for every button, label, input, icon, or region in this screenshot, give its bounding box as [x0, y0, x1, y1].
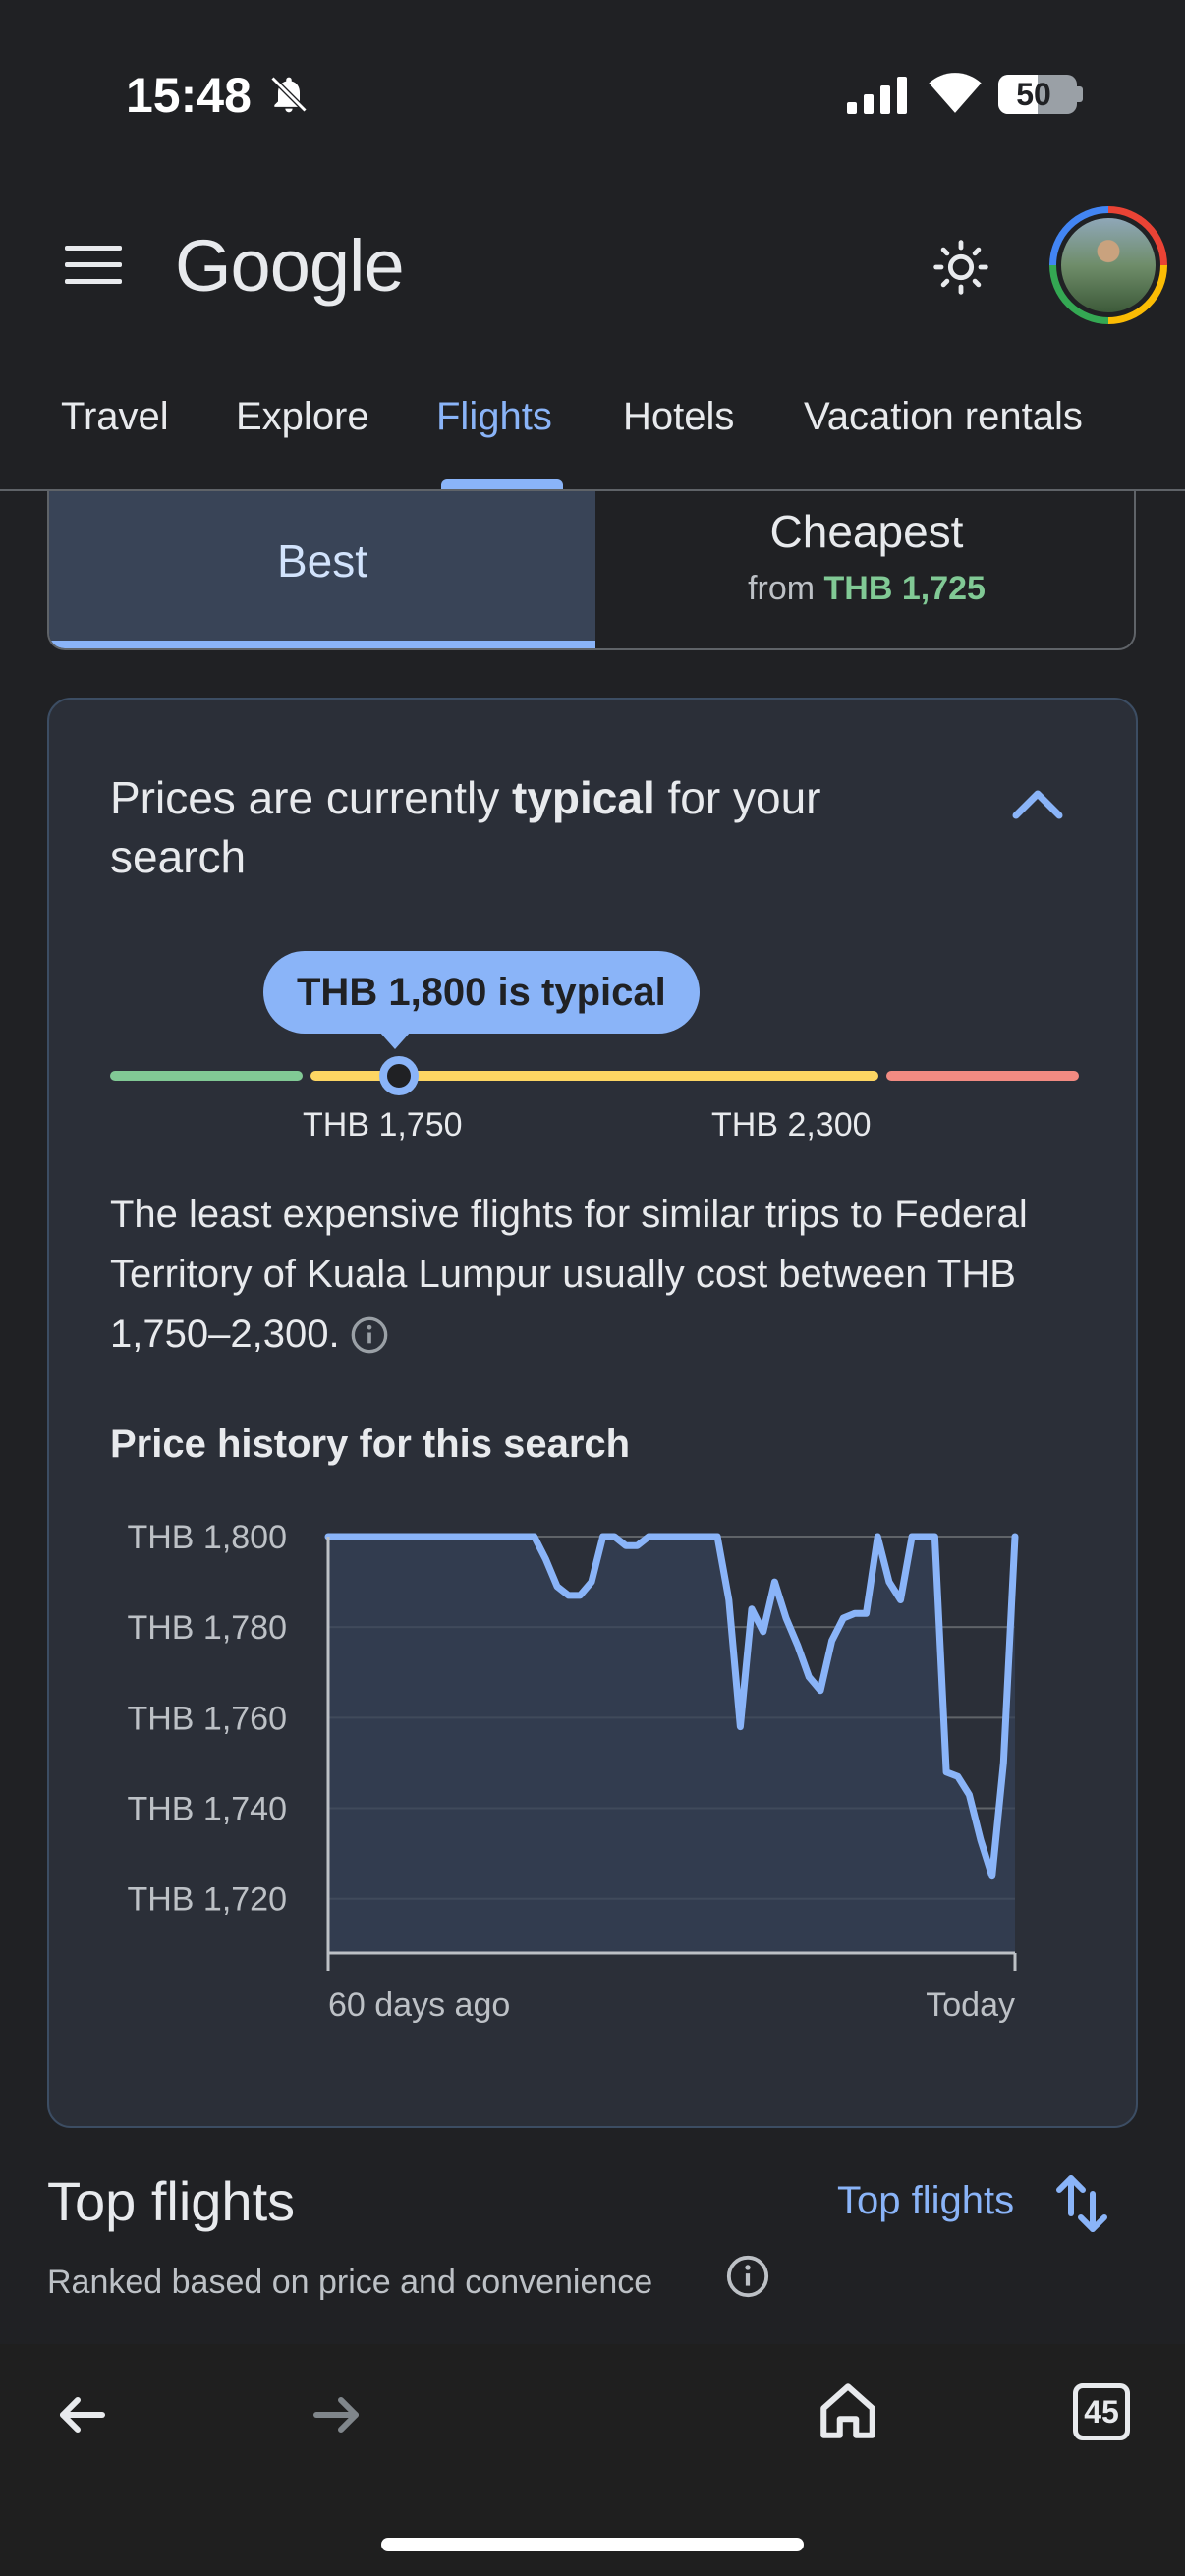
- typical-price-bubble: THB 1,800 is typical: [263, 951, 700, 1049]
- sun-icon[interactable]: [930, 236, 992, 299]
- chart-line-series: [324, 1533, 1019, 1880]
- cheapest-from-label: from: [748, 570, 816, 607]
- wifi-icon: [929, 73, 982, 113]
- chart-x-start-label: 60 days ago: [328, 1987, 510, 2024]
- sort-cheapest-sub: from THB 1,725: [595, 570, 1134, 608]
- battery-icon: 50: [998, 75, 1077, 114]
- app-header: [0, 187, 1185, 491]
- insight-title: Prices are currently typical for your se…: [110, 772, 821, 882]
- range-low-segment: [110, 1071, 303, 1081]
- sort-best-button[interactable]: Best: [49, 491, 595, 648]
- browser-bottom-bar: [0, 2344, 1185, 2576]
- chart-area-fill: [328, 1537, 1015, 1953]
- home-indicator[interactable]: [381, 2538, 804, 2551]
- range-high-label: THB 2,300: [711, 1106, 872, 1144]
- back-arrow-icon[interactable]: [53, 2385, 112, 2444]
- chart-y-tick-label: THB 1,740: [127, 1791, 287, 1828]
- status-bar: 15:48 50: [0, 0, 1185, 187]
- tab-travel[interactable]: Travel: [61, 395, 169, 438]
- tab-switcher-button[interactable]: 45: [1073, 2383, 1130, 2440]
- chart-x-end-label: Today: [926, 1987, 1015, 2024]
- range-low-label: THB 1,750: [303, 1106, 463, 1144]
- chart-y-tick-label: THB 1,780: [127, 1609, 287, 1647]
- info-icon[interactable]: [725, 2254, 770, 2299]
- sort-arrows-icon[interactable]: [1053, 2169, 1108, 2238]
- chart-y-tick-label: THB 1,760: [127, 1700, 287, 1737]
- current-price-marker: [379, 1056, 419, 1095]
- sort-cheapest-button[interactable]: Cheapest from THB 1,725: [595, 491, 1134, 648]
- chevron-up-icon[interactable]: [1010, 782, 1065, 821]
- tab-explore[interactable]: Explore: [236, 395, 369, 438]
- insight-description: The least expensive flights for similar …: [110, 1193, 1028, 1356]
- battery-level: 50: [1016, 77, 1051, 112]
- price-history-title: Price history for this search: [110, 1423, 631, 1466]
- tab-hotels[interactable]: Hotels: [623, 395, 735, 438]
- top-flights-title: Top flights: [47, 2170, 296, 2232]
- avatar[interactable]: [1049, 206, 1167, 324]
- top-flights-sort-button[interactable]: Top flights: [837, 2179, 1015, 2222]
- sort-cheapest-label: Cheapest: [769, 506, 964, 557]
- cheapest-price: THB 1,725: [823, 570, 986, 607]
- tab-flights[interactable]: Flights: [436, 395, 552, 438]
- sort-best-label: Best: [276, 535, 368, 587]
- chart-y-tick-label: THB 1,720: [127, 1881, 287, 1919]
- tab-vacation-rentals[interactable]: Vacation rentals: [804, 395, 1083, 438]
- sort-toggle: Best Cheapest from THB 1,725: [47, 491, 1136, 650]
- battery-tip: [1077, 86, 1083, 102]
- nav-tabs: Travel Explore Flights Hotels Vacation r…: [0, 383, 1185, 491]
- forward-arrow-icon[interactable]: [307, 2385, 366, 2444]
- price-history-chart: THB 1,800 THB 1,780 THB 1,760 THB 1,740 THB …: [127, 1519, 1019, 2024]
- active-tab-indicator: [441, 479, 563, 489]
- top-flights-subtitle: Ranked based on price and convenience: [47, 2264, 653, 2301]
- bell-off-icon: [270, 76, 308, 113]
- price-insight-card: Prices are currently typical for your se…: [47, 698, 1138, 2128]
- google-logo[interactable]: Google: [175, 225, 405, 307]
- status-time: 15:48: [126, 68, 252, 123]
- menu-icon[interactable]: [65, 246, 122, 285]
- home-icon[interactable]: [816, 2378, 880, 2444]
- range-high-segment: [886, 1071, 1079, 1081]
- range-typical-segment: [310, 1071, 878, 1081]
- signal-icon: [847, 77, 907, 114]
- chart-y-tick-label: THB 1,800: [127, 1519, 287, 1556]
- info-icon[interactable]: [350, 1316, 389, 1355]
